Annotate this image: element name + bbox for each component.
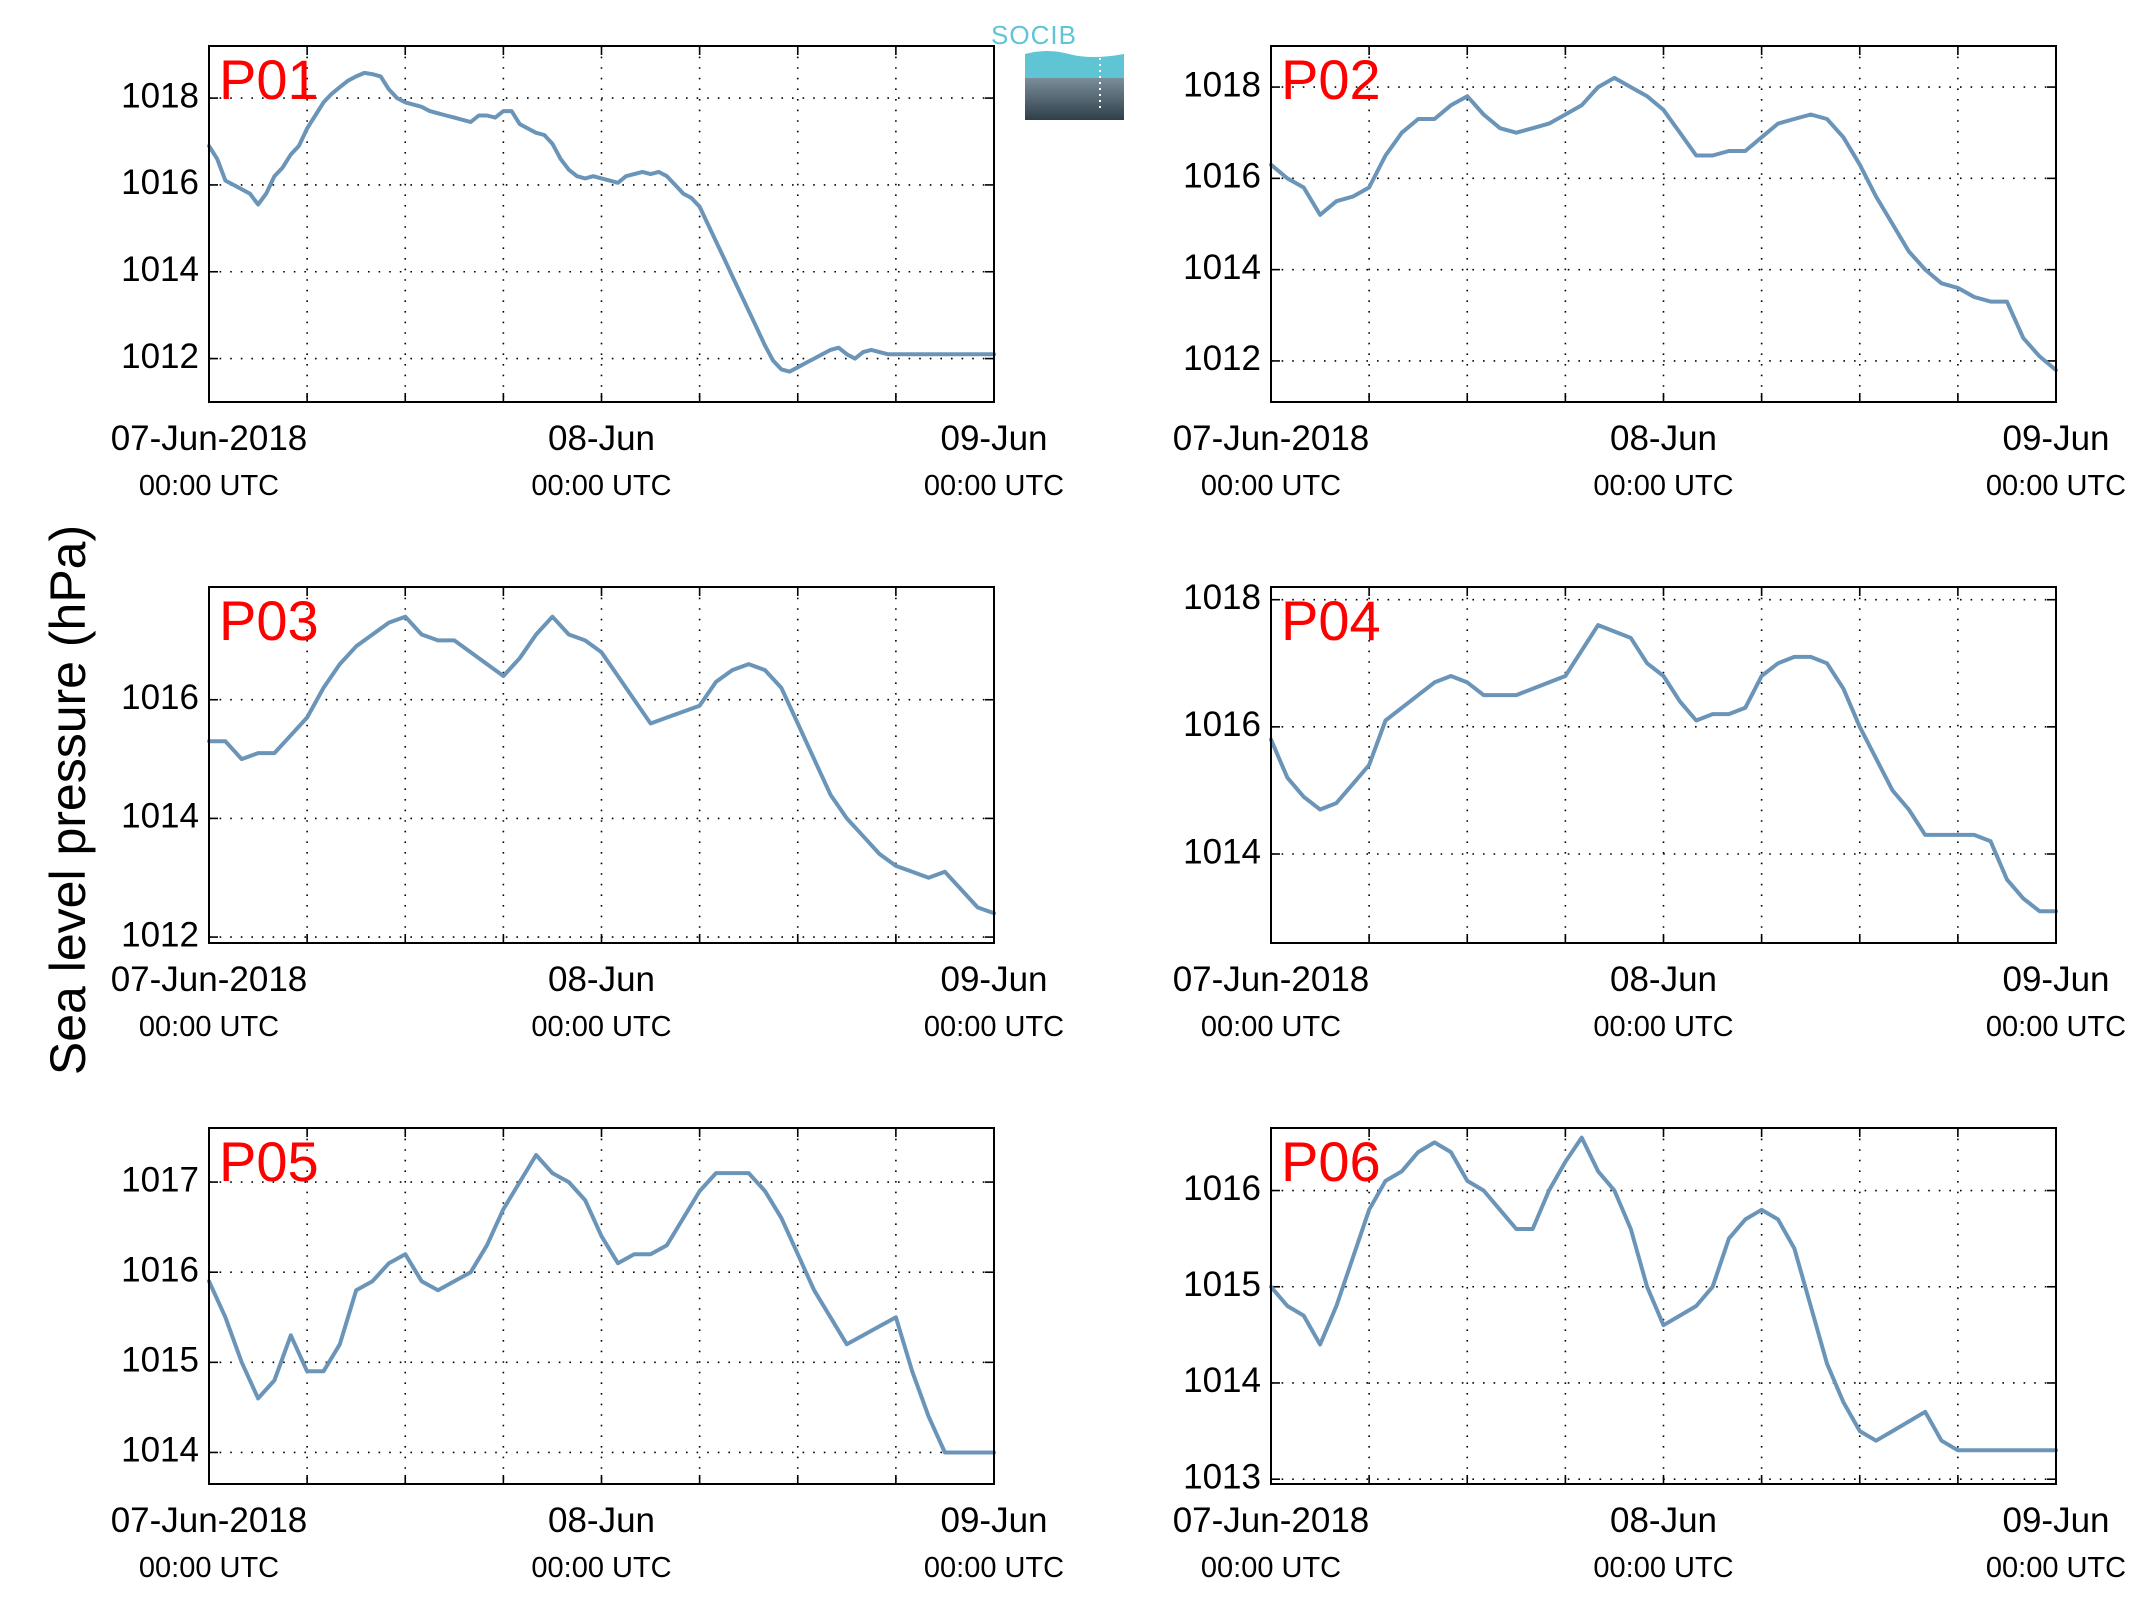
panel-label: P03 — [219, 589, 319, 652]
x-tick-sublabel: 00:00 UTC — [531, 470, 671, 502]
series-line — [1269, 1135, 2058, 1453]
x-tick-label: 07-Jun-2018 — [1173, 1501, 1370, 1540]
y-tick-label: 1018 — [121, 76, 199, 115]
plot-frame — [208, 1127, 995, 1485]
y-tick-label: 1014 — [1183, 832, 1261, 871]
chart-panel-p04: 1014 1016 1018 07-Jun-2018 00:00 UTC 08-Jun 00… — [1173, 578, 2126, 1043]
x-tick-label: 08-Jun — [548, 419, 655, 458]
chart-panel-p05: 1014 1015 1016 1017 07-Jun-2018 00:00 UTC 08-J… — [111, 1127, 1064, 1584]
panel-label: P02 — [1281, 48, 1381, 111]
x-tick-label: 08-Jun — [1610, 419, 1717, 458]
series-line — [207, 1153, 996, 1455]
chart-panel-p03: 1012 1014 1016 07-Jun-2018 00:00 UTC 08-Jun 00… — [111, 586, 1064, 1043]
y-tick-label: 1018 — [1183, 65, 1261, 104]
x-tick-sublabel: 00:00 UTC — [1986, 1552, 2126, 1584]
y-axis-label: Sea level pressure (hPa) — [40, 525, 96, 1075]
y-tick-label: 1013 — [1183, 1457, 1261, 1496]
chart-panel-p06: 1013 1014 1015 1016 07-Jun-2018 00:00 UTC 08-J… — [1173, 1127, 2126, 1584]
x-tick-label: 09-Jun — [940, 419, 1047, 458]
y-tick-label: 1014 — [1183, 248, 1261, 287]
y-tick-label: 1012 — [121, 915, 199, 954]
x-tick-sublabel: 00:00 UTC — [1201, 1011, 1341, 1043]
panels: 1012 1014 1016 1018 07-Jun-2018 00:00 UTC 08-J… — [111, 45, 2126, 1584]
y-tick-label: 1018 — [1183, 578, 1261, 617]
plot-frame — [1270, 45, 2057, 403]
series-line — [1269, 623, 2058, 914]
x-tick-label: 07-Jun-2018 — [1173, 419, 1370, 458]
x-tick-sublabel: 00:00 UTC — [924, 1011, 1064, 1043]
x-tick-label: 08-Jun — [1610, 1501, 1717, 1540]
x-tick-sublabel: 00:00 UTC — [1201, 1552, 1341, 1584]
y-tick-label: 1014 — [1183, 1361, 1261, 1400]
x-tick-sublabel: 00:00 UTC — [1593, 1552, 1733, 1584]
y-tick-label: 1016 — [121, 678, 199, 717]
x-tick-label: 09-Jun — [940, 960, 1047, 999]
series-line — [1269, 75, 2058, 373]
y-tick-label: 1012 — [1183, 339, 1261, 378]
y-tick-label: 1014 — [121, 797, 199, 836]
x-tick-sublabel: 00:00 UTC — [1201, 470, 1341, 502]
y-tick-label: 1016 — [1183, 705, 1261, 744]
x-tick-label: 07-Jun-2018 — [111, 419, 308, 458]
x-tick-label: 08-Jun — [1610, 960, 1717, 999]
x-tick-label: 08-Jun — [548, 960, 655, 999]
x-tick-label: 07-Jun-2018 — [1173, 960, 1370, 999]
x-tick-sublabel: 00:00 UTC — [139, 470, 279, 502]
x-tick-sublabel: 00:00 UTC — [1593, 470, 1733, 502]
plot-frame — [208, 586, 995, 944]
y-tick-label: 1016 — [121, 163, 199, 202]
y-tick-label: 1017 — [121, 1160, 199, 1199]
y-tick-label: 1014 — [121, 250, 199, 289]
x-tick-sublabel: 00:00 UTC — [1986, 1011, 2126, 1043]
panel-label: P06 — [1281, 1130, 1381, 1193]
x-tick-sublabel: 00:00 UTC — [531, 1552, 671, 1584]
plot-frame — [1270, 1127, 2057, 1485]
x-tick-label: 07-Jun-2018 — [111, 960, 308, 999]
panel-label: P01 — [219, 48, 319, 111]
panel-label: P04 — [1281, 589, 1381, 652]
panel-label: P05 — [219, 1130, 319, 1193]
y-tick-label: 1016 — [1183, 1169, 1261, 1208]
socib-logo-text: SOCIB — [991, 20, 1077, 50]
x-tick-sublabel: 00:00 UTC — [139, 1011, 279, 1043]
x-tick-sublabel: 00:00 UTC — [531, 1011, 671, 1043]
x-tick-label: 09-Jun — [940, 1501, 1047, 1540]
plot-frame — [1270, 586, 2057, 944]
x-tick-sublabel: 00:00 UTC — [924, 1552, 1064, 1584]
y-tick-label: 1016 — [1183, 157, 1261, 196]
y-tick-label: 1015 — [1183, 1265, 1261, 1304]
series-line — [207, 614, 996, 916]
x-tick-sublabel: 00:00 UTC — [1593, 1011, 1733, 1043]
series-line — [207, 70, 996, 374]
chart-panel-p01: 1012 1014 1016 1018 07-Jun-2018 00:00 UTC 08-J… — [111, 45, 1064, 502]
y-tick-label: 1014 — [121, 1431, 199, 1470]
x-tick-label: 09-Jun — [2002, 960, 2109, 999]
socib-logo-block — [1025, 78, 1124, 120]
chart-panel-p02: 1012 1014 1016 1018 07-Jun-2018 00:00 UTC 08-J… — [1173, 45, 2126, 502]
x-tick-label: 07-Jun-2018 — [111, 1501, 308, 1540]
x-tick-label: 08-Jun — [548, 1501, 655, 1540]
x-tick-label: 09-Jun — [2002, 1501, 2109, 1540]
socib-logo: SOCIB — [991, 20, 1124, 120]
x-tick-sublabel: 00:00 UTC — [1986, 470, 2126, 502]
y-tick-label: 1012 — [121, 337, 199, 376]
plot-frame — [208, 45, 995, 403]
y-tick-label: 1016 — [121, 1250, 199, 1289]
x-tick-sublabel: 00:00 UTC — [139, 1552, 279, 1584]
y-tick-label: 1015 — [121, 1341, 199, 1380]
x-tick-label: 09-Jun — [2002, 419, 2109, 458]
x-tick-sublabel: 00:00 UTC — [924, 470, 1064, 502]
